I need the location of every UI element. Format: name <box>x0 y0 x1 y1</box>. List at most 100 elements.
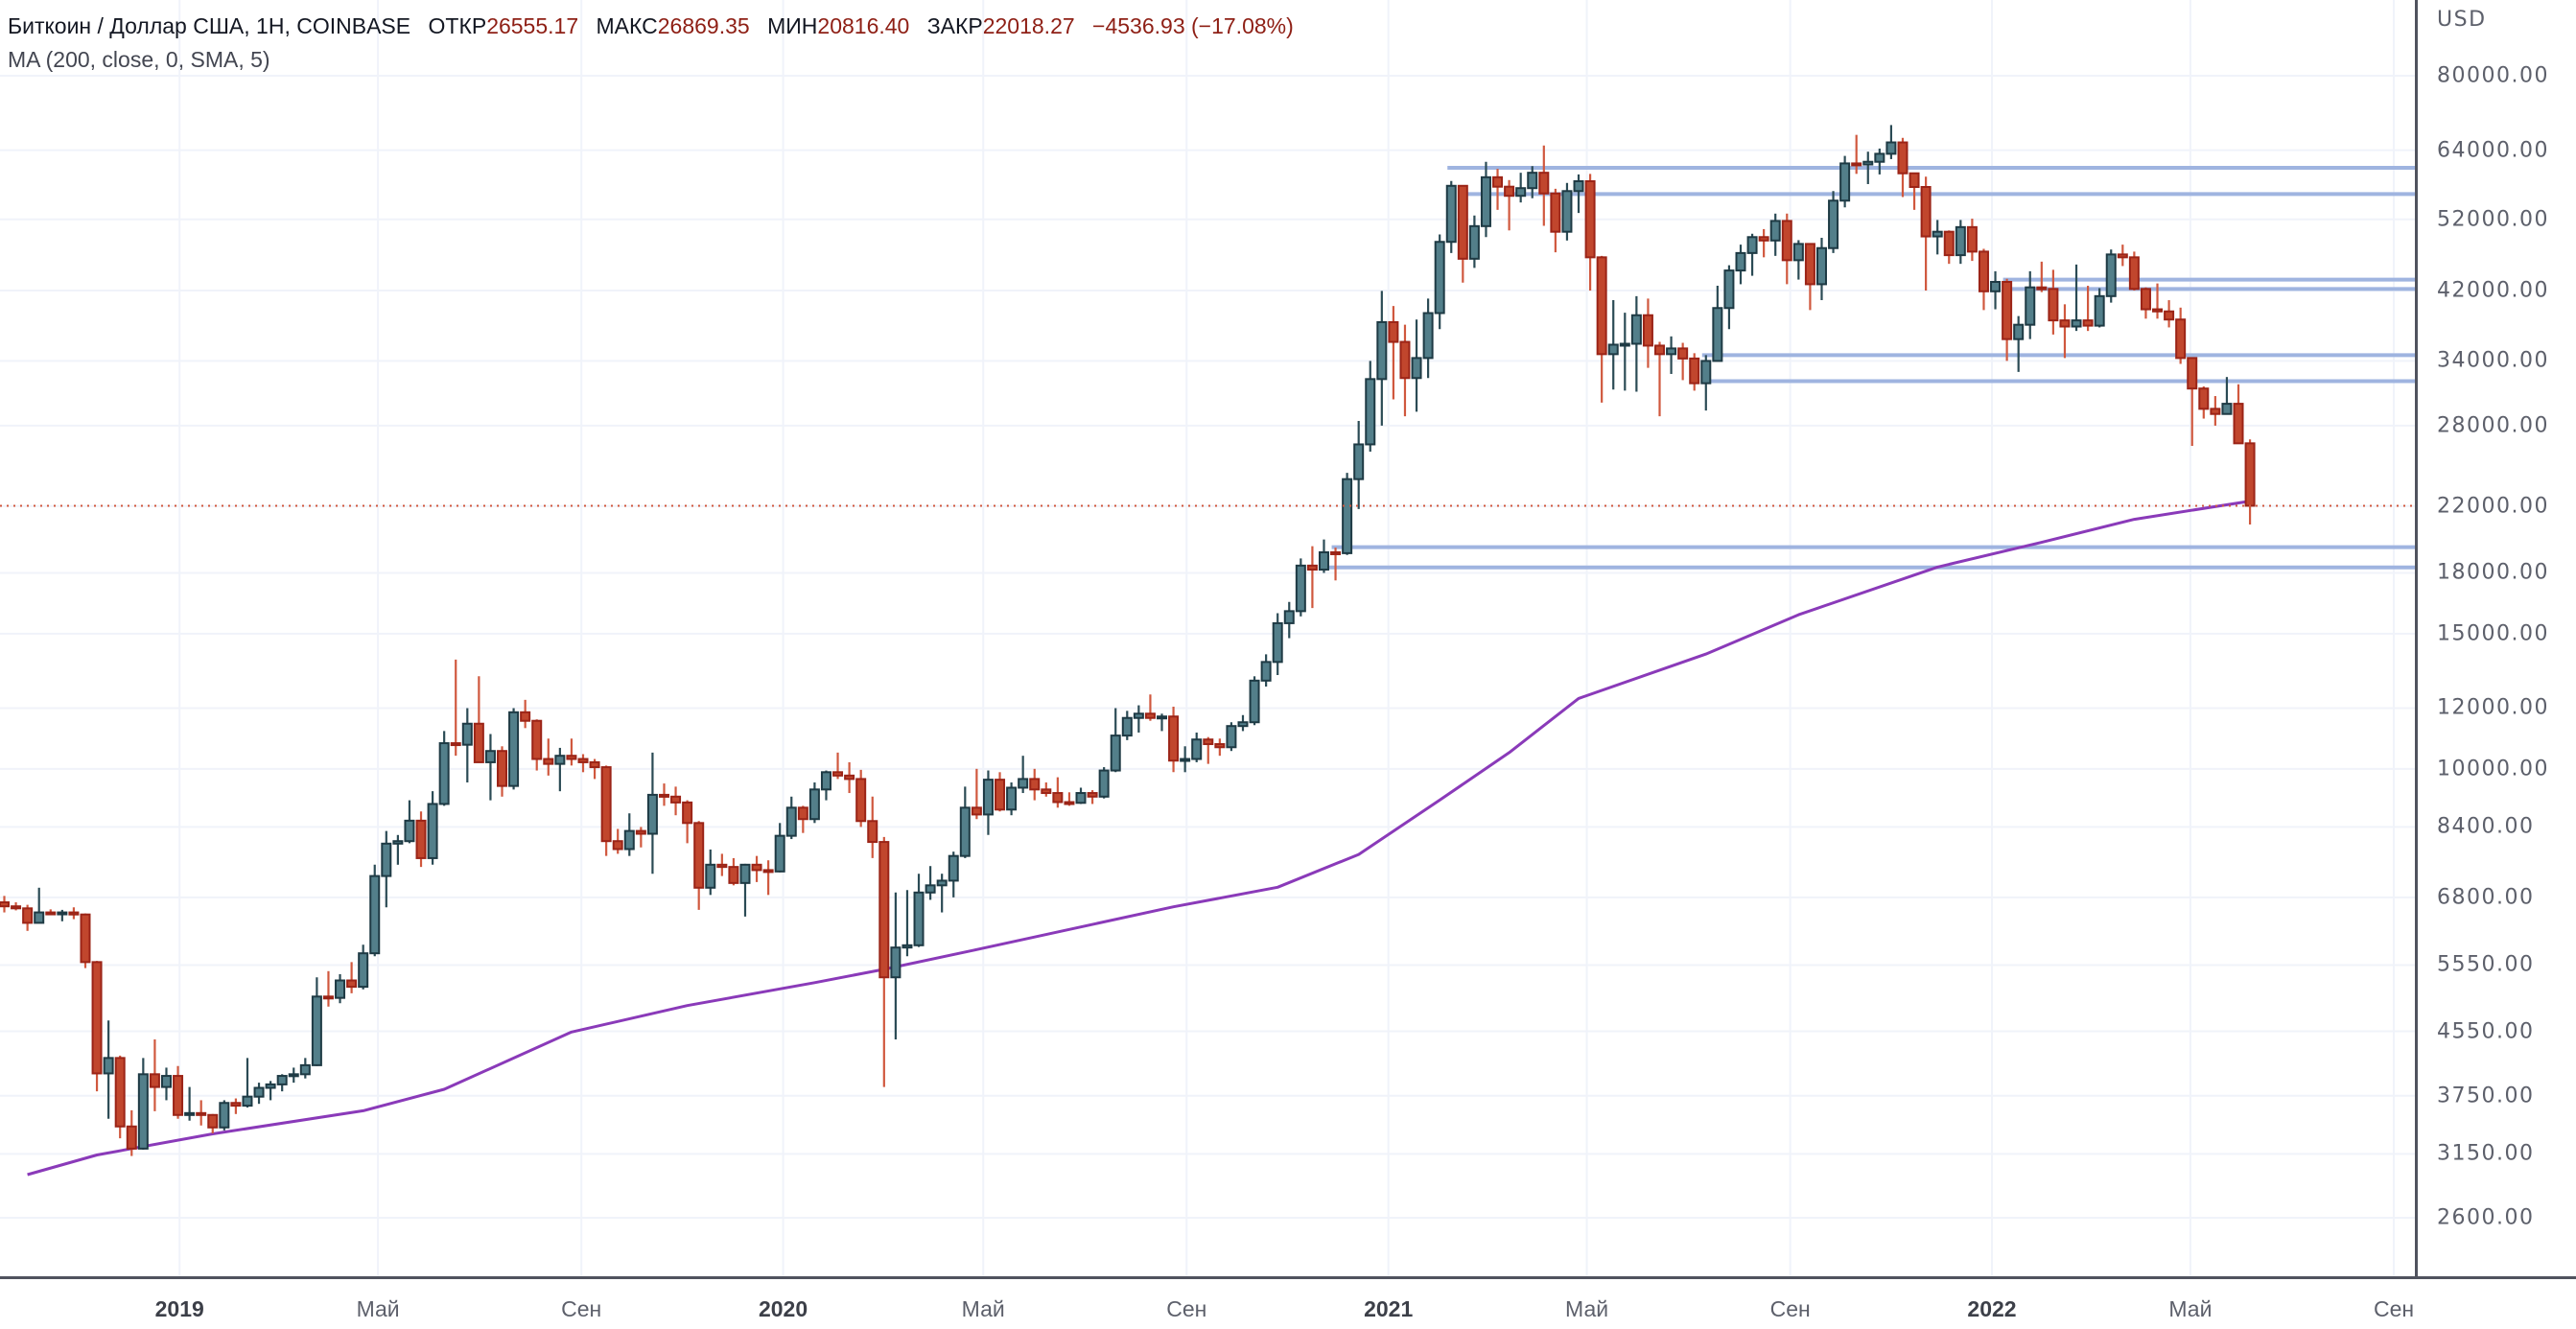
indicator-legend[interactable]: MA (200, close, 0, SMA, 5) <box>8 47 270 72</box>
candle-down <box>1943 230 1955 265</box>
candle-up <box>1990 270 2002 310</box>
price-axis[interactable]: USD 80000.00 64000.00 52000.00 42000.00 3400… <box>2415 0 2576 1278</box>
candle-body <box>497 750 508 787</box>
candle-down <box>867 796 878 858</box>
candle-body <box>1689 357 1700 385</box>
candle-body <box>959 806 971 857</box>
candle-down <box>1550 188 1561 253</box>
price-tick-label: 2600.00 <box>2437 1205 2535 1230</box>
candle-down <box>322 970 334 1007</box>
candle-body <box>971 806 982 816</box>
candle-body <box>1700 360 1712 385</box>
candle-up <box>1862 152 1874 184</box>
candle-body <box>1943 230 1955 257</box>
candle-body <box>2071 319 2082 328</box>
candle-body <box>1966 225 1978 253</box>
candle-up <box>276 1074 288 1092</box>
candle-body <box>1666 347 1677 356</box>
candle-body <box>577 758 589 763</box>
price-tick-label: 3750.00 <box>2437 1084 2535 1108</box>
candle-body <box>2175 318 2187 360</box>
candle-up <box>438 731 450 806</box>
candle-body <box>693 822 705 889</box>
candle-body <box>34 911 45 924</box>
moving-average-layer <box>27 500 2251 1177</box>
candle-body <box>1133 712 1144 719</box>
candle-body <box>2187 357 2198 390</box>
candle-body <box>207 1113 219 1129</box>
candle-body <box>1480 175 1491 227</box>
candle-body <box>1851 162 1862 167</box>
candle-body <box>1144 712 1156 719</box>
candle-body <box>1955 225 1966 257</box>
candle-body <box>982 779 994 816</box>
candle-up <box>508 708 520 790</box>
candle-body <box>1168 715 1180 762</box>
candle-body <box>1318 550 1329 571</box>
candle-body <box>427 803 438 859</box>
price-tick-label: 18000.00 <box>2437 560 2549 585</box>
candle-body <box>913 891 925 946</box>
candle-body <box>1029 778 1041 791</box>
candle-body <box>242 1095 253 1108</box>
candle-up <box>808 782 820 824</box>
candle-body <box>1735 251 1746 272</box>
candle-down <box>1203 736 1214 764</box>
candle-down <box>230 1098 242 1114</box>
candle-down <box>751 855 762 882</box>
price-tick-label: 15000.00 <box>2437 621 2549 646</box>
candle-up <box>1573 174 1584 214</box>
candle-down <box>1851 134 1862 175</box>
candle-body <box>1064 801 1075 805</box>
candle-down <box>1168 706 1180 773</box>
candle-body <box>91 961 103 1075</box>
candle-up <box>461 708 473 783</box>
candle-down <box>543 738 554 776</box>
price-chart-plot[interactable] <box>0 0 2415 1278</box>
candle-up <box>1260 654 1272 688</box>
candle-up <box>739 863 751 917</box>
candle-up <box>1735 245 1746 285</box>
candle-body <box>2013 323 2025 340</box>
candle-body <box>346 979 358 989</box>
candle-body <box>995 779 1006 811</box>
candle-up <box>1353 420 1365 509</box>
time-tick-label: Сен <box>1769 1296 1811 1321</box>
candle-body <box>762 869 774 874</box>
candle-body <box>1041 788 1052 795</box>
candle-body <box>1839 162 1851 202</box>
candle-down <box>2164 300 2175 328</box>
candle-body <box>1607 343 1619 356</box>
candle-up <box>2013 315 2025 372</box>
candle-body <box>173 1075 184 1116</box>
symbol-title[interactable]: Биткоин / Доллар США, 1Н, COINBASE <box>8 13 411 38</box>
candle-up <box>1712 286 1723 362</box>
candle-body <box>2025 286 2036 326</box>
price-tick-label: 8400.00 <box>2437 814 2535 839</box>
currency-label[interactable]: USD <box>2437 8 2487 32</box>
candle-up <box>1792 240 1804 280</box>
candle-down <box>346 962 358 993</box>
candle-up <box>103 1020 114 1119</box>
candle-down <box>207 1113 219 1133</box>
candle-body <box>2221 403 2233 415</box>
candle-body <box>1434 241 1445 315</box>
candle-body <box>2198 387 2210 410</box>
candle-body <box>137 1073 149 1150</box>
candle-up <box>253 1083 265 1105</box>
horizontal-level-lines[interactable] <box>1320 165 2415 570</box>
candle-body <box>1920 186 1932 238</box>
candle-body <box>1457 184 1468 260</box>
candle-body <box>311 995 322 1066</box>
candle-down <box>1804 243 1815 311</box>
candle-up <box>1318 539 1329 573</box>
candle-body <box>1226 725 1237 749</box>
candle-down <box>635 827 646 848</box>
time-axis[interactable]: 2019 Май Сен 2020 Май Сен 2021 Май Сен 2022 Май Сен <box>0 1276 2576 1329</box>
candle-up <box>1226 722 1237 752</box>
candle-body <box>126 1125 137 1150</box>
candle-body <box>253 1086 265 1098</box>
candle-body <box>219 1102 230 1129</box>
candle-body <box>820 771 831 791</box>
candle-body <box>1203 738 1214 746</box>
